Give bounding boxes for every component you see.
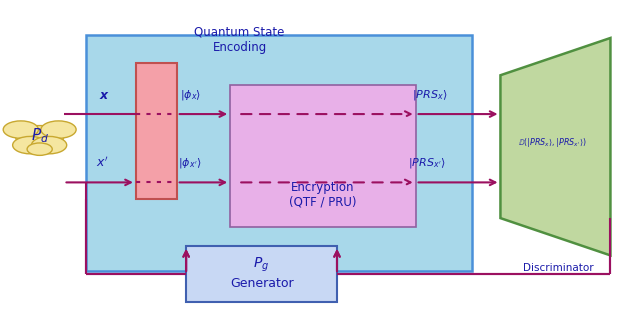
FancyBboxPatch shape (136, 63, 176, 199)
Circle shape (3, 121, 38, 138)
Text: $P_g$: $P_g$ (253, 256, 270, 275)
Circle shape (41, 121, 76, 138)
Circle shape (16, 125, 64, 149)
Text: $|\phi_{x}\rangle$: $|\phi_{x}\rangle$ (180, 88, 202, 102)
FancyBboxPatch shape (186, 246, 337, 302)
Text: Discriminator: Discriminator (524, 263, 594, 273)
FancyBboxPatch shape (230, 85, 416, 227)
Text: $\mathbb{D}\left(|PRS_{x}\rangle,|PRS_{x'}\rangle\right)$: $\mathbb{D}\left(|PRS_{x}\rangle,|PRS_{x… (518, 135, 587, 149)
Text: $\boldsymbol{x'}$: $\boldsymbol{x'}$ (96, 155, 109, 170)
Text: $P_d$: $P_d$ (31, 126, 49, 145)
Polygon shape (500, 38, 610, 256)
Text: Quantum State
Encoding: Quantum State Encoding (195, 26, 285, 54)
Text: $|PRS_{x}\rangle$: $|PRS_{x}\rangle$ (411, 88, 447, 102)
Text: $|PRS_{x'}\rangle$: $|PRS_{x'}\rangle$ (408, 156, 445, 170)
Circle shape (13, 136, 48, 154)
Text: $|\phi_{x'}\rangle$: $|\phi_{x'}\rangle$ (178, 156, 201, 170)
Circle shape (27, 143, 52, 155)
Text: Generator: Generator (230, 277, 294, 290)
Text: Encryption
(QTF / PRU): Encryption (QTF / PRU) (289, 181, 357, 209)
Circle shape (32, 136, 67, 154)
FancyBboxPatch shape (86, 35, 472, 271)
Text: $\boldsymbol{x}$: $\boldsymbol{x}$ (99, 89, 110, 102)
